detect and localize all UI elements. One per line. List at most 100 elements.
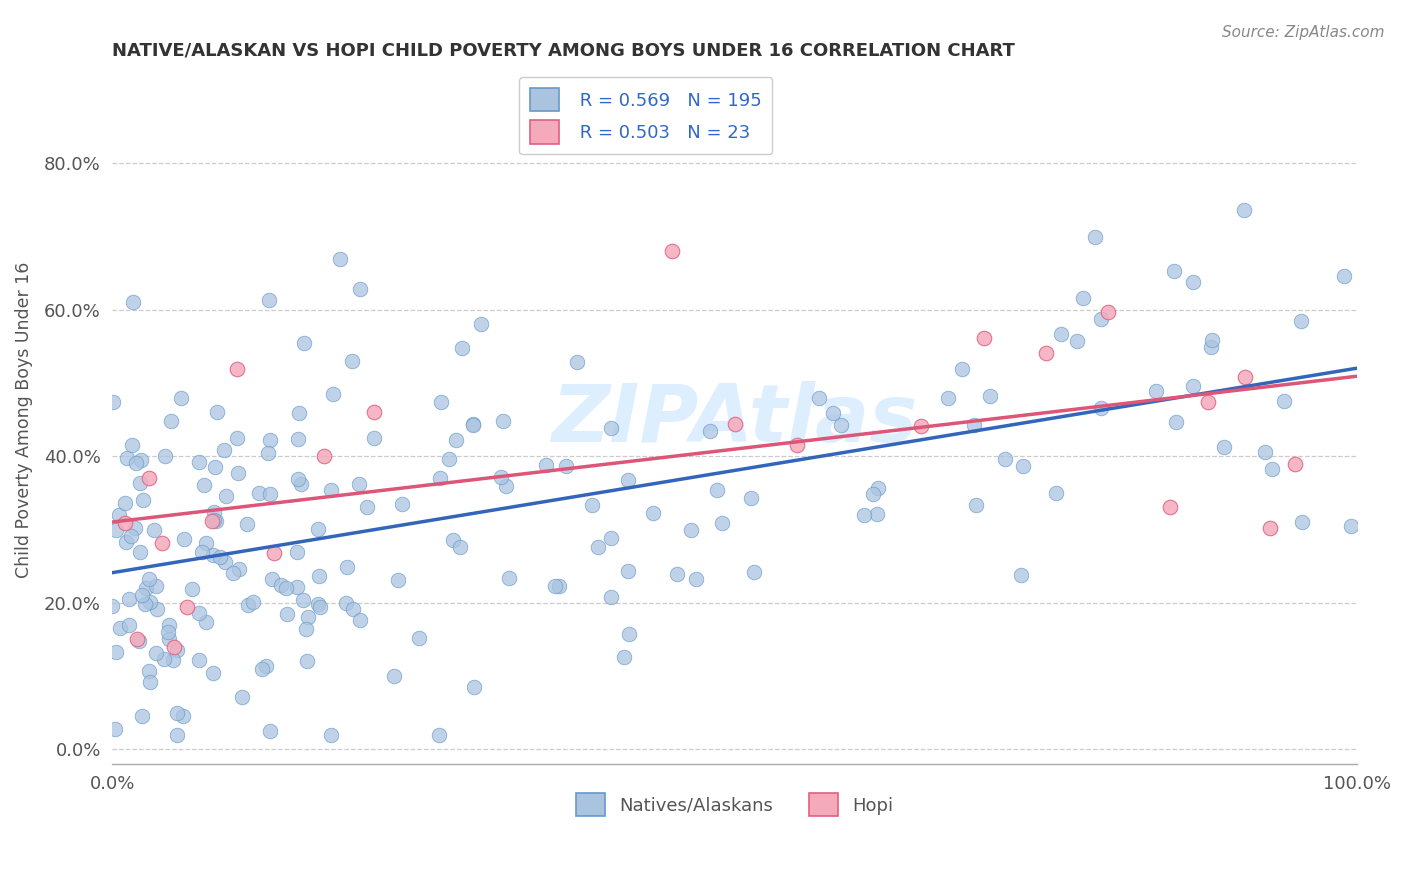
Point: [139, 674, 162, 689]
Point: [786, 438, 808, 452]
Point: [295, 622, 318, 636]
Point: [205, 405, 228, 419]
Point: [1333, 268, 1355, 283]
Point: [1045, 486, 1067, 500]
Point: [134, 597, 156, 611]
Y-axis label: Child Poverty Among Boys Under 16: Child Poverty Among Boys Under 16: [15, 261, 32, 578]
Point: [260, 572, 283, 586]
Point: [600, 531, 623, 545]
Point: [342, 602, 364, 616]
Point: [157, 624, 180, 639]
Point: [228, 562, 250, 576]
Point: [288, 406, 311, 420]
Point: [131, 588, 153, 602]
Point: [441, 533, 464, 548]
Point: [1090, 401, 1112, 416]
Point: [259, 433, 281, 447]
Point: [699, 424, 721, 438]
Point: [1254, 445, 1277, 459]
Text: Source: ZipAtlas.com: Source: ZipAtlas.com: [1222, 25, 1385, 40]
Point: [193, 478, 215, 492]
Point: [852, 508, 875, 522]
Point: [242, 595, 264, 609]
Point: [124, 521, 146, 535]
Point: [135, 581, 157, 595]
Point: [290, 476, 312, 491]
Point: [548, 579, 571, 593]
Point: [153, 652, 176, 666]
Point: [187, 606, 209, 620]
Point: [1097, 305, 1119, 319]
Point: [157, 632, 180, 646]
Point: [319, 483, 342, 498]
Point: [276, 607, 298, 621]
Point: [581, 498, 603, 512]
Point: [236, 517, 259, 532]
Point: [328, 252, 350, 267]
Point: [131, 709, 153, 723]
Point: [491, 470, 513, 484]
Point: [138, 573, 160, 587]
Point: [153, 449, 176, 463]
Point: [710, 516, 733, 531]
Point: [463, 418, 485, 433]
Point: [103, 395, 125, 409]
Point: [408, 632, 430, 646]
Point: [336, 560, 359, 574]
Point: [1049, 326, 1071, 341]
Point: [437, 452, 460, 467]
Point: [830, 417, 852, 432]
Legend: Natives/Alaskans, Hopi: Natives/Alaskans, Hopi: [568, 786, 901, 823]
Point: [567, 355, 589, 369]
Point: [121, 294, 143, 309]
Point: [599, 590, 621, 604]
Point: [256, 446, 278, 460]
Point: [176, 599, 198, 614]
Point: [1291, 516, 1313, 530]
Point: [166, 727, 188, 741]
Point: [685, 572, 707, 586]
Point: [157, 618, 180, 632]
Point: [188, 653, 211, 667]
Point: [498, 570, 520, 584]
Point: [544, 579, 567, 593]
Point: [138, 664, 160, 678]
Point: [191, 545, 214, 559]
Point: [600, 421, 623, 435]
Point: [307, 523, 329, 537]
Point: [965, 499, 987, 513]
Point: [274, 581, 297, 595]
Point: [1090, 312, 1112, 326]
Point: [231, 690, 253, 705]
Point: [1233, 203, 1256, 218]
Point: [461, 417, 484, 431]
Point: [249, 486, 271, 500]
Point: [202, 505, 225, 519]
Point: [101, 599, 124, 613]
Point: [118, 592, 141, 607]
Point: [1010, 567, 1032, 582]
Point: [356, 500, 378, 515]
Point: [866, 507, 889, 521]
Point: [470, 317, 492, 331]
Point: [446, 433, 468, 447]
Point: [108, 621, 131, 635]
Point: [202, 666, 225, 681]
Text: ZIPAtlas: ZIPAtlas: [551, 381, 918, 458]
Point: [204, 514, 226, 528]
Point: [263, 546, 285, 560]
Point: [150, 536, 173, 550]
Point: [204, 459, 226, 474]
Point: [236, 598, 259, 612]
Text: NATIVE/ALASKAN VS HOPI CHILD POVERTY AMONG BOYS UNDER 16 CORRELATION CHART: NATIVE/ALASKAN VS HOPI CHILD POVERTY AMO…: [112, 42, 1015, 60]
Point: [463, 681, 485, 695]
Point: [387, 573, 409, 587]
Point: [1258, 521, 1281, 535]
Point: [107, 508, 129, 522]
Point: [950, 362, 973, 376]
Point: [226, 467, 249, 481]
Point: [145, 579, 167, 593]
Point: [195, 615, 218, 629]
Point: [335, 596, 357, 610]
Point: [139, 595, 162, 609]
